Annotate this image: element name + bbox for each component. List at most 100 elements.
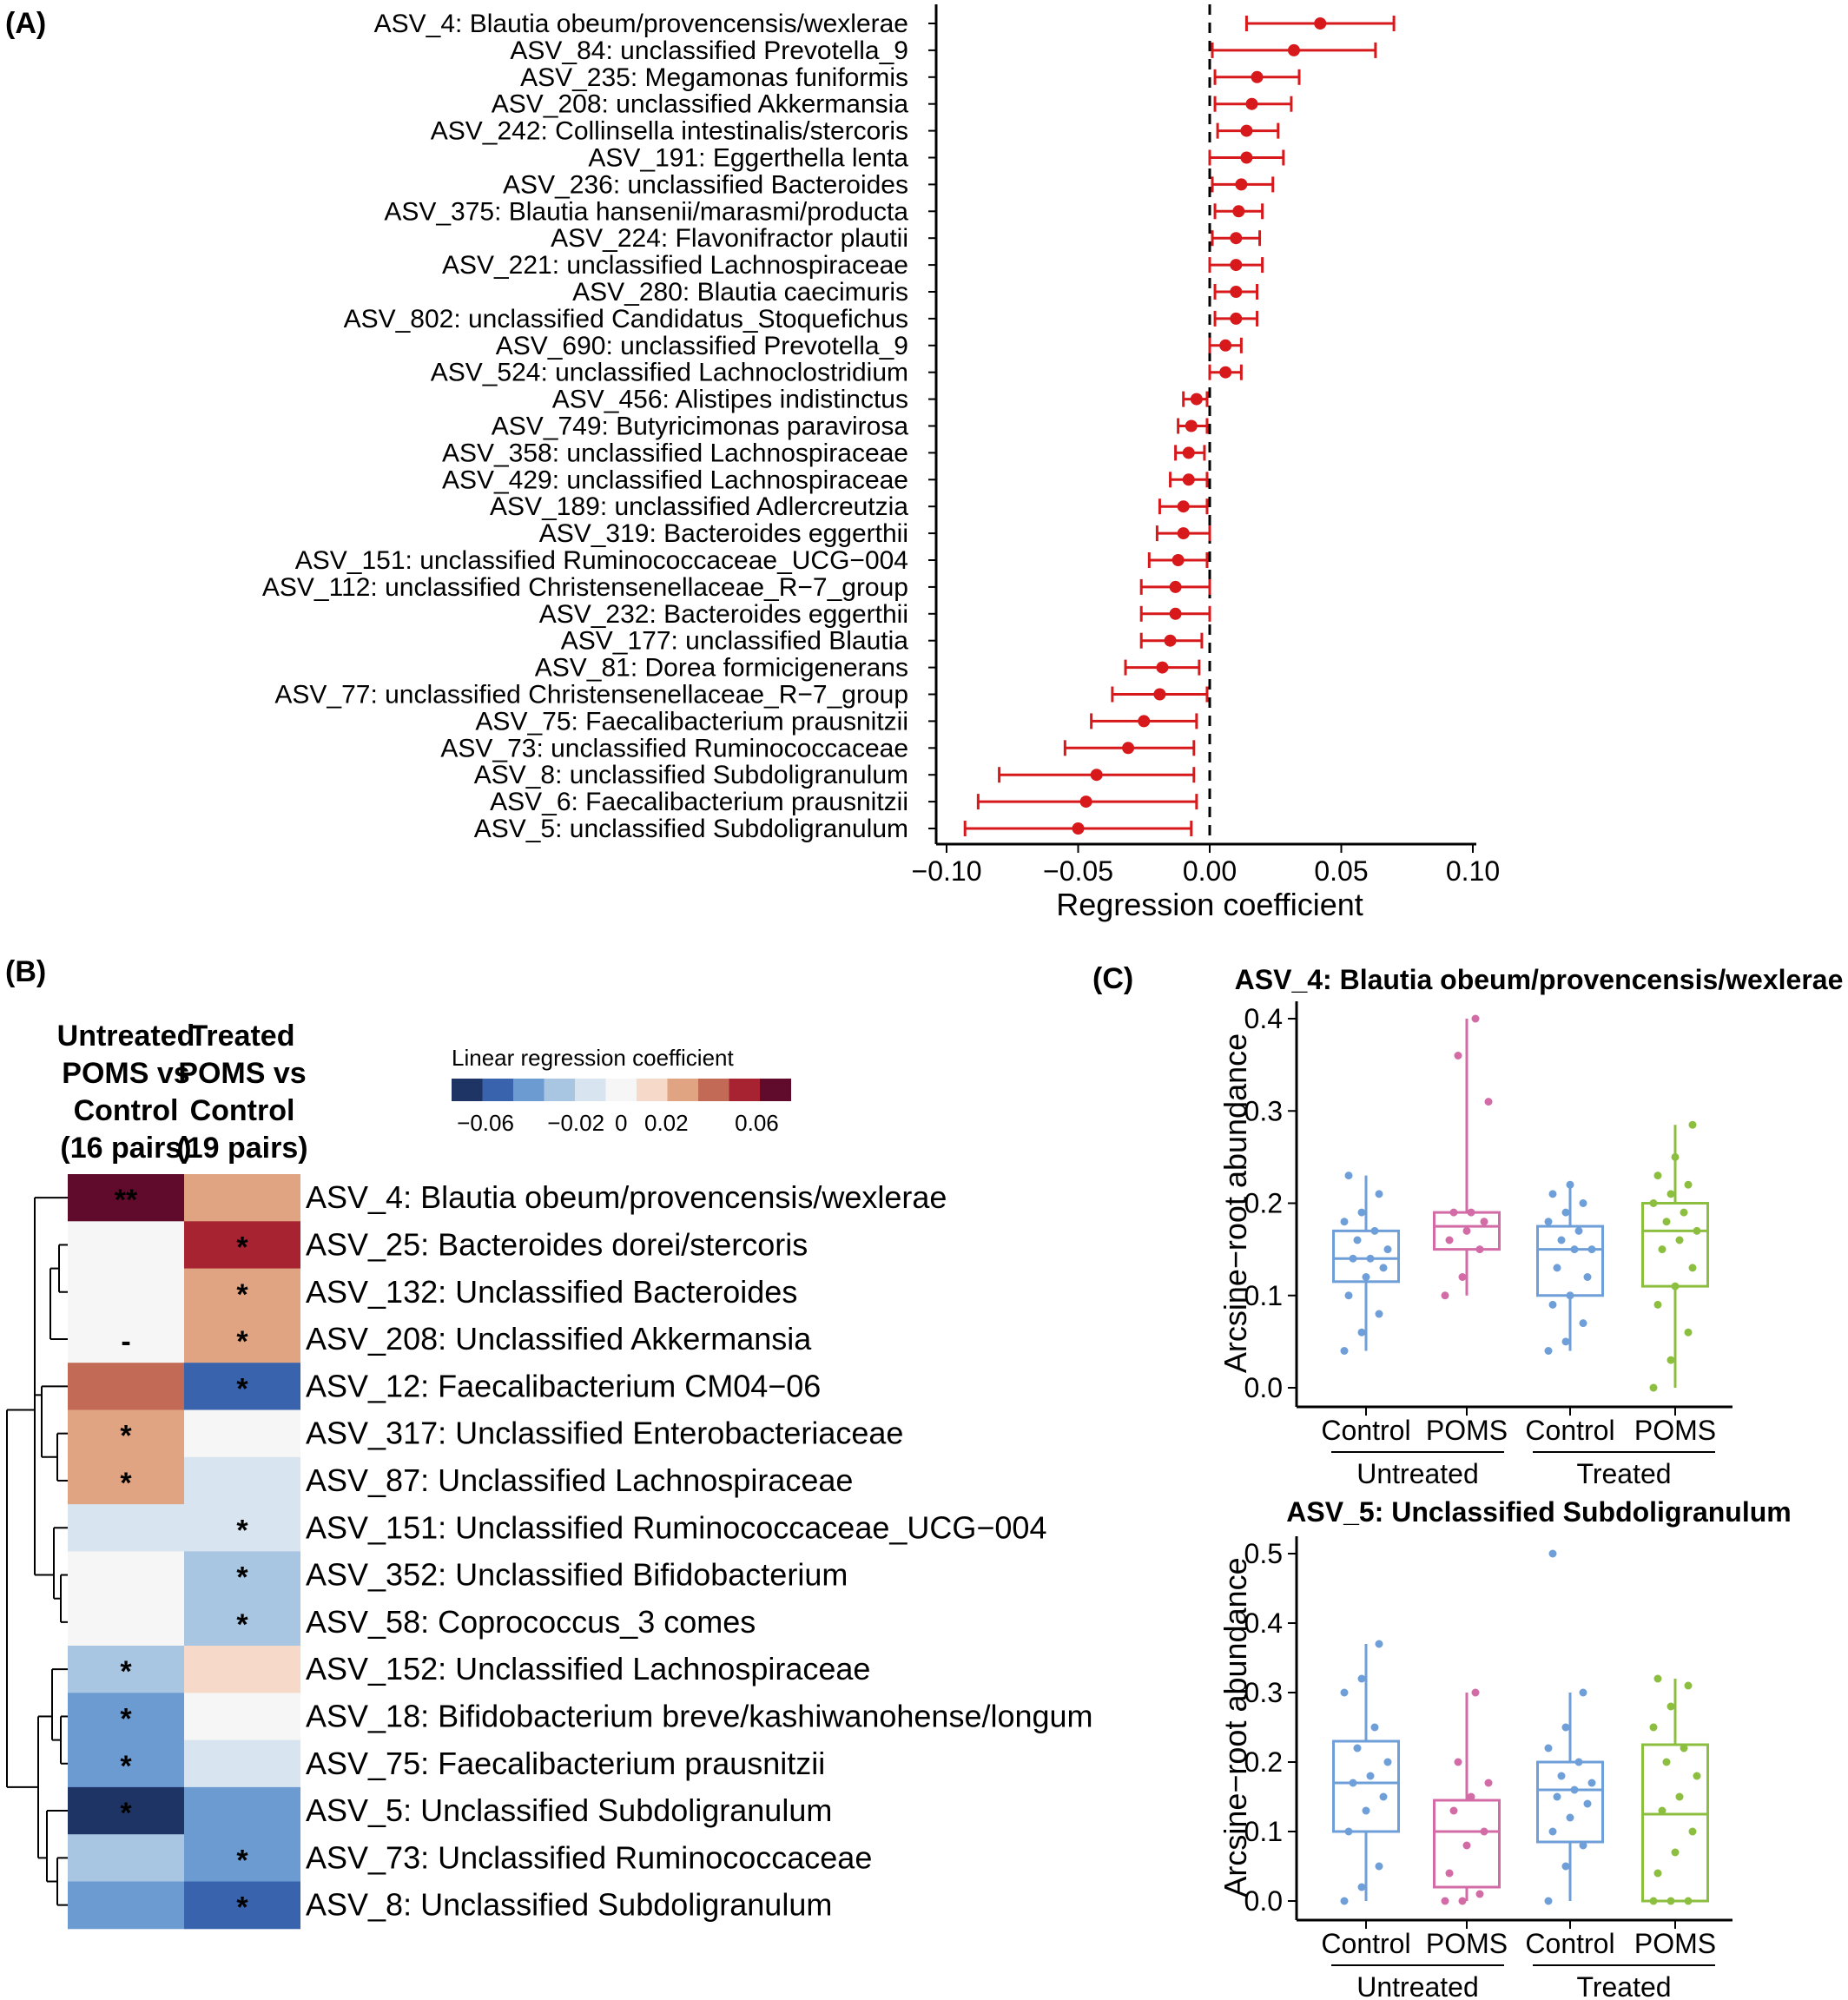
y-tick-label: 0.2 bbox=[1244, 1746, 1283, 1778]
legend-label: 0.06 bbox=[735, 1110, 779, 1136]
x-tick-label: Control bbox=[1321, 1415, 1410, 1446]
row-label: ASV_242: Collinsella intestinalis/sterco… bbox=[431, 117, 908, 146]
forest-plot: ASV_4: Blautia obeum/provencensis/wexler… bbox=[262, 4, 1500, 922]
heatmap-cell bbox=[184, 1504, 300, 1552]
y-axis-title: Arcsine−root abundance bbox=[1218, 1033, 1253, 1373]
data-point bbox=[1666, 1190, 1675, 1198]
box bbox=[1536, 1224, 1604, 1297]
y-tick-label: 0.4 bbox=[1244, 1003, 1283, 1034]
column-header-line: Control bbox=[190, 1094, 295, 1127]
group-label: Untreated bbox=[1356, 1971, 1479, 2000]
data-point bbox=[1544, 1347, 1553, 1355]
box bbox=[1536, 1760, 1604, 1844]
coefficient-point bbox=[1182, 473, 1195, 486]
x-tick-label: POMS bbox=[1426, 1928, 1508, 1959]
data-point bbox=[1379, 1792, 1388, 1801]
data-point bbox=[1548, 1300, 1557, 1309]
row-label: ASV_151: unclassified Ruminococcaceae_UC… bbox=[295, 546, 908, 575]
heatmap-cell bbox=[68, 1598, 184, 1647]
data-point bbox=[1693, 1226, 1701, 1235]
x-tick-label: 0.10 bbox=[1446, 855, 1500, 887]
row-label: ASV_802: unclassified Candidatus_Stoquef… bbox=[344, 305, 908, 333]
legend-title: Linear regression coefficient bbox=[452, 1045, 734, 1071]
data-point bbox=[1462, 1226, 1471, 1235]
data-point bbox=[1458, 1897, 1467, 1905]
y-tick-label: 0.2 bbox=[1244, 1188, 1283, 1219]
data-point bbox=[1574, 1226, 1583, 1235]
boxplot-asv4: ASV_4: Blautia obeum/provencensis/wexler… bbox=[1218, 964, 1843, 1489]
heatmap-cell bbox=[68, 1693, 184, 1741]
coefficient-point bbox=[1185, 419, 1198, 432]
data-point bbox=[1340, 1347, 1349, 1355]
coefficient-point bbox=[1079, 795, 1092, 809]
coefficient-point bbox=[1177, 500, 1190, 513]
heatmap-row-label: ASV_75: Faecalibacterium prausnitzii bbox=[306, 1746, 825, 1781]
data-point bbox=[1340, 1218, 1349, 1226]
row-label: ASV_208: unclassified Akkermansia bbox=[492, 90, 909, 119]
heatmap-row-label: ASV_352: Unclassified Bifidobacterium bbox=[306, 1557, 848, 1593]
data-point bbox=[1544, 1218, 1553, 1226]
y-tick-label: 0.0 bbox=[1244, 1372, 1283, 1403]
data-point bbox=[1362, 1806, 1370, 1815]
data-point bbox=[1649, 1723, 1658, 1732]
legend-label: 0 bbox=[615, 1110, 627, 1136]
legend-swatch bbox=[729, 1079, 761, 1101]
legend-swatch bbox=[544, 1079, 576, 1101]
heatmap-cell bbox=[68, 1315, 184, 1363]
panel-label-a: (A) bbox=[5, 7, 46, 40]
coefficient-point bbox=[1232, 205, 1245, 218]
data-point bbox=[1353, 1236, 1362, 1244]
x-tick-label: −0.05 bbox=[1043, 855, 1113, 887]
coefficient-point bbox=[1090, 769, 1103, 782]
data-point bbox=[1445, 1236, 1454, 1244]
heatmap-cell bbox=[68, 1881, 184, 1930]
row-label: ASV_112: unclassified Christensenellacea… bbox=[262, 573, 908, 602]
row-label: ASV_75: Faecalibacterium prausnitzii bbox=[475, 707, 908, 736]
row-label: ASV_524: unclassified Lachnoclostridium bbox=[431, 359, 908, 387]
coefficient-point bbox=[1240, 124, 1253, 137]
data-point bbox=[1688, 1264, 1697, 1272]
x-tick-label: POMS bbox=[1634, 1415, 1716, 1446]
legend-label: −0.02 bbox=[547, 1110, 604, 1136]
legend-label: −0.06 bbox=[457, 1110, 514, 1136]
data-point bbox=[1587, 1779, 1596, 1787]
data-point bbox=[1662, 1218, 1671, 1226]
data-point bbox=[1441, 1291, 1449, 1300]
data-point bbox=[1684, 1681, 1693, 1690]
x-tick-label: Control bbox=[1525, 1928, 1614, 1959]
heatmap-cell bbox=[68, 1646, 184, 1693]
data-point bbox=[1557, 1236, 1566, 1244]
data-point bbox=[1370, 1226, 1379, 1235]
heatmap-row-label: ASV_58: Coprococcus_3 comes bbox=[306, 1604, 756, 1640]
heatmap-cell bbox=[184, 1363, 300, 1410]
data-point bbox=[1471, 1014, 1480, 1023]
coefficient-point bbox=[1164, 634, 1177, 647]
heatmap-cell bbox=[184, 1881, 300, 1930]
heatmap-row-label: ASV_73: Unclassified Ruminococcaceae bbox=[306, 1839, 872, 1875]
column-header-line: Control bbox=[74, 1094, 179, 1127]
data-point bbox=[1379, 1264, 1388, 1272]
x-tick-label: −0.10 bbox=[912, 855, 982, 887]
significance-mark: * bbox=[236, 1278, 248, 1311]
coefficient-point bbox=[1156, 661, 1169, 674]
heatmap-cell bbox=[68, 1739, 184, 1788]
row-label: ASV_280: Blautia caecimuris bbox=[572, 278, 908, 307]
significance-mark: ** bbox=[115, 1184, 138, 1217]
panel-label-c: (C) bbox=[1092, 962, 1133, 995]
heatmap-row-label: ASV_151: Unclassified Ruminococcaceae_UC… bbox=[306, 1509, 1046, 1545]
boxplot-title: ASV_4: Blautia obeum/provencensis/wexler… bbox=[1235, 964, 1844, 995]
y-tick-label: 0.4 bbox=[1244, 1607, 1283, 1639]
coefficient-point bbox=[1230, 259, 1243, 272]
heatmap-cell bbox=[68, 1551, 184, 1600]
row-label: ASV_319: Bacteroides eggerthii bbox=[539, 519, 908, 548]
heatmap-cell bbox=[184, 1693, 300, 1741]
heatmap-cell bbox=[184, 1456, 300, 1505]
data-point bbox=[1688, 1120, 1697, 1129]
coefficient-point bbox=[1122, 742, 1135, 755]
heatmap-row-label: ASV_152: Unclassified Lachnospiraceae bbox=[306, 1651, 870, 1686]
data-point bbox=[1548, 1827, 1557, 1836]
coefficient-point bbox=[1219, 339, 1232, 352]
data-point bbox=[1561, 1862, 1570, 1871]
coefficient-point bbox=[1230, 312, 1243, 325]
heatmap-row-label: ASV_4: Blautia obeum/provencensis/wexler… bbox=[306, 1179, 947, 1215]
